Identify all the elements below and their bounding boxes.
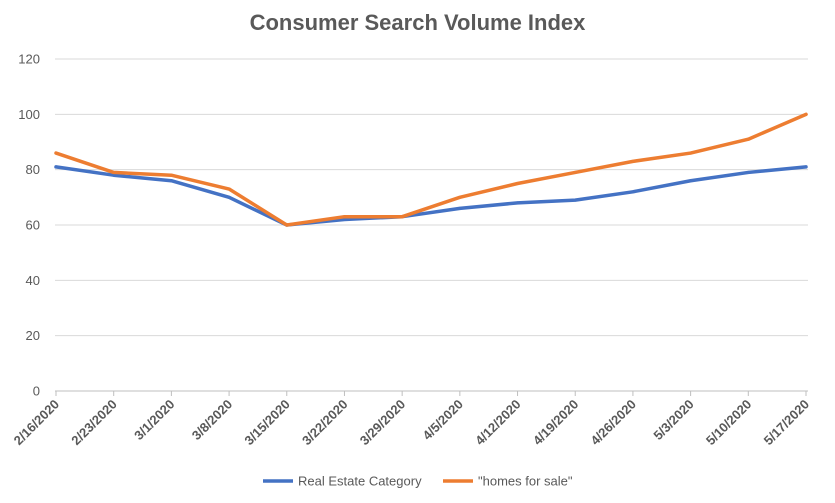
data-point — [342, 215, 346, 219]
data-point — [458, 195, 462, 199]
data-point — [227, 187, 231, 191]
data-point — [342, 217, 346, 221]
data-point — [516, 201, 520, 205]
y-tick-label: 80 — [26, 162, 40, 177]
data-point — [689, 151, 693, 155]
x-tick-label: 2/16/2020 — [11, 397, 63, 449]
series-real-estate-category — [54, 165, 808, 227]
data-point — [285, 223, 289, 227]
data-point — [112, 170, 116, 174]
data-point — [746, 170, 750, 174]
legend-item: "homes for sale" — [443, 474, 573, 489]
data-point — [573, 198, 577, 202]
data-point — [169, 173, 173, 177]
data-point — [458, 206, 462, 210]
data-point — [631, 190, 635, 194]
x-tick-label: 4/26/2020 — [588, 397, 640, 449]
data-point — [804, 112, 808, 116]
y-tick-label: 60 — [26, 218, 40, 233]
x-tick-label: 4/5/2020 — [420, 397, 466, 443]
data-point — [54, 151, 58, 155]
x-tick-label: 3/8/2020 — [189, 397, 235, 443]
x-axis: 2/16/2020 2/23/2020 3/1/2020 3/8/2020 3/15/2… — [11, 390, 813, 449]
legend-item: Real Estate Category — [263, 474, 422, 489]
data-point — [573, 170, 577, 174]
y-tick-label: 100 — [18, 107, 40, 122]
x-tick-label: 5/17/2020 — [761, 397, 813, 449]
y-tick-label: 120 — [18, 52, 40, 67]
data-point — [54, 165, 58, 169]
series-homes-for-sale — [54, 112, 808, 227]
y-tick-label: 20 — [26, 328, 40, 343]
chart-title: Consumer Search Volume Index — [249, 10, 586, 35]
legend: Real Estate Category "homes for sale" — [263, 474, 573, 489]
gridlines — [55, 58, 808, 337]
x-tick-label: 4/12/2020 — [472, 397, 524, 449]
x-tick-label: 2/23/2020 — [68, 397, 120, 449]
x-tick-label: 3/29/2020 — [357, 397, 409, 449]
data-point — [804, 165, 808, 169]
data-point — [112, 173, 116, 177]
data-point — [689, 179, 693, 183]
x-tick-label: 3/1/2020 — [131, 397, 177, 443]
x-tick-label: 3/15/2020 — [241, 397, 293, 449]
y-tick-label: 0 — [33, 384, 40, 399]
legend-label: "homes for sale" — [478, 474, 573, 489]
series-line — [54, 112, 808, 227]
data-point — [169, 179, 173, 183]
x-tick-label: 3/22/2020 — [299, 397, 351, 449]
data-point — [227, 195, 231, 199]
series-line — [54, 165, 808, 227]
x-tick-label: 5/3/2020 — [650, 397, 696, 443]
y-axis: 0 20 40 60 80 100 120 — [18, 52, 40, 399]
data-point — [400, 215, 404, 219]
x-tick-label: 4/19/2020 — [530, 397, 582, 449]
data-point — [516, 182, 520, 185]
legend-label: Real Estate Category — [298, 474, 422, 489]
data-point — [746, 137, 750, 141]
x-tick-label: 5/10/2020 — [703, 397, 755, 449]
y-tick-label: 40 — [26, 273, 40, 288]
data-point — [631, 159, 635, 163]
